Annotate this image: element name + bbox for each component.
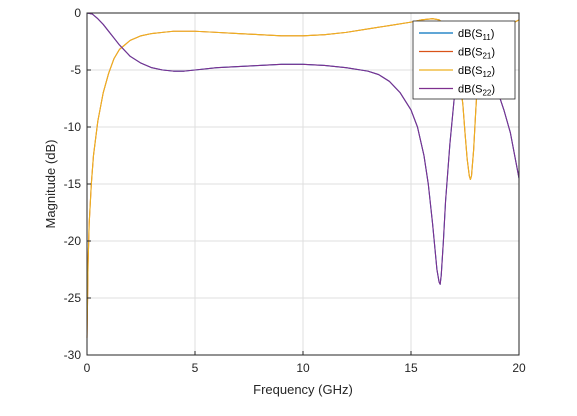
legend: dB(S11) dB(S21) dB(S12) dB(S22): [412, 20, 516, 100]
legend-entry: dB(S11): [458, 28, 494, 42]
legend-box: [412, 20, 516, 100]
legend-entry: dB(S12): [458, 65, 495, 79]
x-tick-label: 10: [296, 361, 310, 375]
x-tick-label: 0: [84, 361, 91, 375]
legend-entry: dB(S22): [458, 84, 495, 98]
y-tick-label: -15: [64, 177, 82, 191]
legend-entry: dB(S21): [458, 47, 495, 61]
y-tick-label: -30: [64, 348, 82, 362]
y-tick-label: 0: [74, 6, 81, 20]
x-tick-label: 20: [512, 361, 526, 375]
x-tick-label: 5: [192, 361, 199, 375]
y-tick-label: -5: [70, 63, 81, 77]
x-tick-label: 15: [404, 361, 418, 375]
axis-ticks: 0 5 10 15 20 0 -5 -10 -15 -20 -25 -30: [64, 6, 526, 375]
y-tick-label: -20: [64, 234, 82, 248]
y-tick-label: -10: [64, 120, 82, 134]
y-axis-label: Magnitude (dB): [43, 140, 58, 229]
y-tick-label: -25: [64, 291, 82, 305]
x-axis-label: Frequency (GHz): [253, 382, 353, 397]
